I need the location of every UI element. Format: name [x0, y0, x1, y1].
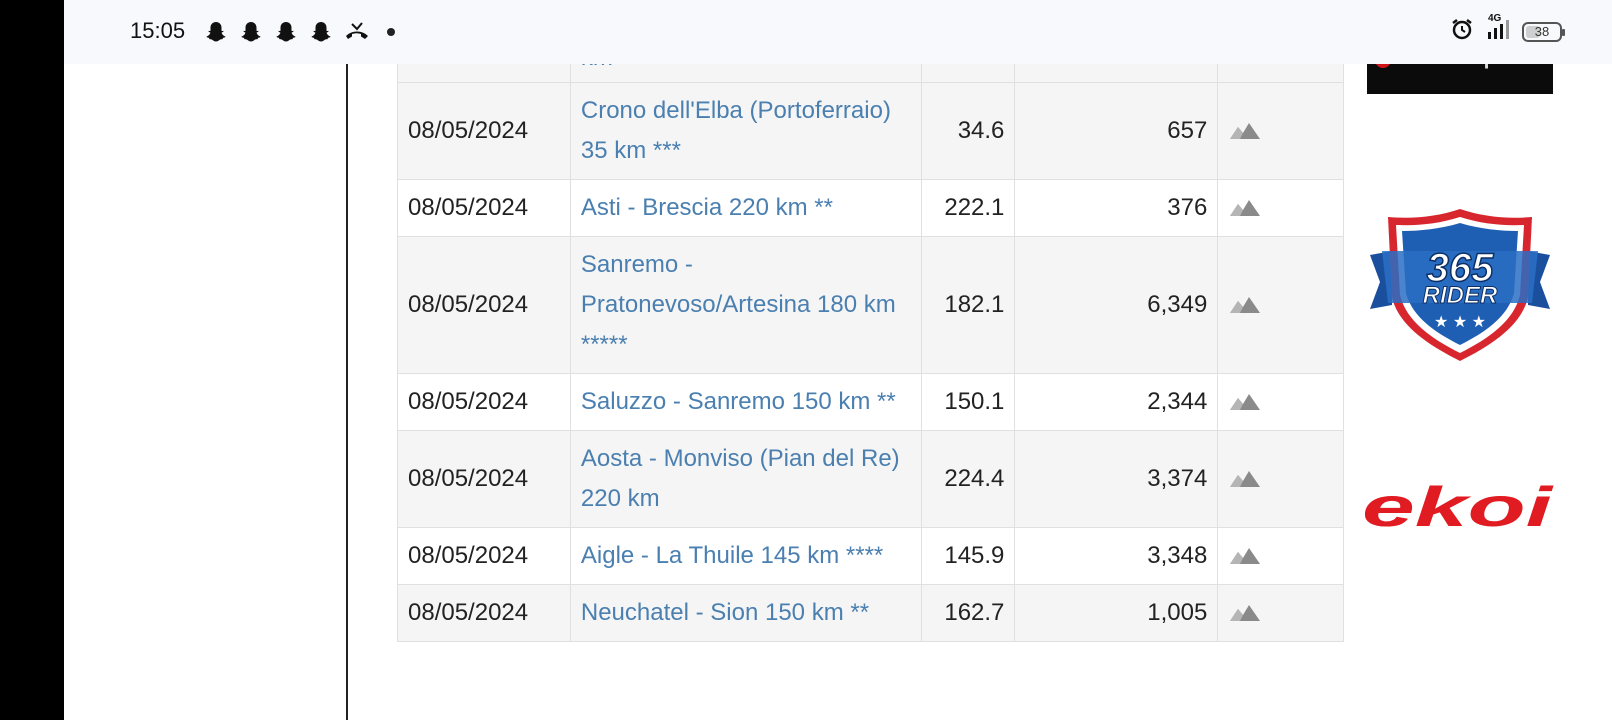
- ride-date: 08/05/2024: [397, 430, 571, 528]
- ride-distance: 34.6: [920, 82, 1016, 180]
- phone-screen: 15:05 4G: [64, 0, 1612, 720]
- more-notifications-dot: [387, 28, 395, 36]
- battery-icon: 38: [1522, 21, 1565, 42]
- ride-name-link[interactable]: Sanremo - Pratonevoso/Artesina 180 km **…: [569, 236, 923, 374]
- ride-name-link[interactable]: Crono dell'Elba (Portoferraio) 35 km ***: [569, 82, 923, 180]
- notification-icons: [204, 20, 395, 44]
- snapchat-icon: [309, 20, 333, 44]
- ride-name-link[interactable]: Saluzzo - Sanremo 150 km **: [569, 373, 923, 431]
- battery-level: 38: [1534, 24, 1550, 39]
- elevation-profile-icon[interactable]: [1228, 392, 1333, 412]
- status-indicators: 4G 38: [1450, 13, 1565, 46]
- ride-elevation: 657: [1014, 82, 1219, 180]
- 365-rider-logo[interactable]: 365 RIDER ★ ★ ★: [1362, 205, 1558, 370]
- ride-date: 08/05/2024: [397, 527, 571, 585]
- ride-elevation: 3,374: [1014, 430, 1219, 528]
- elevation-profile-icon[interactable]: [1228, 198, 1333, 218]
- sponsor-column: Forum Sport 365 RIDER ★ ★ ★ ekoi: [1324, 0, 1612, 720]
- ride-name-link[interactable]: Asti - Brescia 220 km **: [569, 179, 923, 237]
- ride-date: 08/05/2024: [397, 179, 571, 237]
- snapchat-icon: [204, 20, 228, 44]
- ride-name-link[interactable]: Aigle - La Thuile 145 km ****: [569, 527, 923, 585]
- ride-profile-cell: [1217, 179, 1344, 237]
- ride-profile-cell: [1217, 584, 1344, 642]
- ride-elevation: 1,005: [1014, 584, 1219, 642]
- ride-date: 08/05/2024: [397, 584, 571, 642]
- missed-call-icon: [344, 20, 370, 44]
- ride-elevation: 3,348: [1014, 527, 1219, 585]
- ekoi-wordmark: ekoi: [1362, 478, 1554, 538]
- table-row: 08/05/2024 Neuchatel - Sion 150 km ** 162.…: [397, 584, 1344, 642]
- status-bar: 15:05 4G: [64, 0, 1612, 64]
- ride-distance: 150.1: [920, 373, 1016, 431]
- ride-date: 08/05/2024: [397, 236, 571, 374]
- elevation-profile-icon[interactable]: [1228, 603, 1333, 623]
- table-row: 08/05/2024 Aigle - La Thuile 145 km **** 1…: [397, 527, 1344, 585]
- svg-text:★ ★ ★: ★ ★ ★: [1434, 314, 1486, 331]
- ride-distance: 182.1: [920, 236, 1016, 374]
- status-time: 15:05: [130, 18, 186, 43]
- ekoi-logo[interactable]: ekoi: [1356, 475, 1562, 553]
- ride-date: 08/05/2024: [397, 373, 571, 431]
- elevation-profile-icon[interactable]: [1228, 546, 1333, 566]
- ride-date: 08/05/2024: [397, 82, 571, 180]
- signal-icon: 4G: [1484, 13, 1512, 46]
- elevation-profile-icon[interactable]: [1228, 295, 1333, 315]
- ride-profile-cell: [1217, 527, 1344, 585]
- ride-elevation: 376: [1014, 179, 1219, 237]
- alarm-icon: [1450, 17, 1474, 46]
- ride-distance: 222.1: [920, 179, 1016, 237]
- table-row: 08/05/2024 Crono dell'Elba (Portoferraio)…: [397, 82, 1344, 180]
- ride-profile-cell: [1217, 373, 1344, 431]
- ride-elevation: 6,349: [1014, 236, 1219, 374]
- snapchat-icon: [274, 20, 298, 44]
- table-row: 08/05/2024 Sanremo - Pratonevoso/Artesina…: [397, 236, 1344, 374]
- content-divider: [346, 64, 348, 720]
- table-row: 08/05/2024 Asti - Brescia 220 km ** 222.1 3…: [397, 179, 1344, 237]
- table-row: 08/05/2024 Aosta - Monviso (Pian del Re) …: [397, 430, 1344, 528]
- elevation-profile-icon[interactable]: [1228, 469, 1333, 489]
- ride-distance: 145.9: [920, 527, 1016, 585]
- ride-name-link[interactable]: Aosta - Monviso (Pian del Re) 220 km: [569, 430, 923, 528]
- ride-profile-cell: [1217, 236, 1344, 374]
- ride-distance: 224.4: [920, 430, 1016, 528]
- ride-distance: 162.7: [920, 584, 1016, 642]
- rider-365-word: RIDER: [1423, 282, 1498, 309]
- table-row: 08/05/2024 Saluzzo - Sanremo 150 km ** 150…: [397, 373, 1344, 431]
- elevation-profile-icon[interactable]: [1228, 121, 1333, 141]
- ride-elevation: 2,344: [1014, 373, 1219, 431]
- snapchat-icon: [239, 20, 263, 44]
- network-type: 4G: [1488, 13, 1502, 24]
- ride-name-link[interactable]: Neuchatel - Sion 150 km **: [569, 584, 923, 642]
- rider-365-number: 365: [1427, 246, 1494, 290]
